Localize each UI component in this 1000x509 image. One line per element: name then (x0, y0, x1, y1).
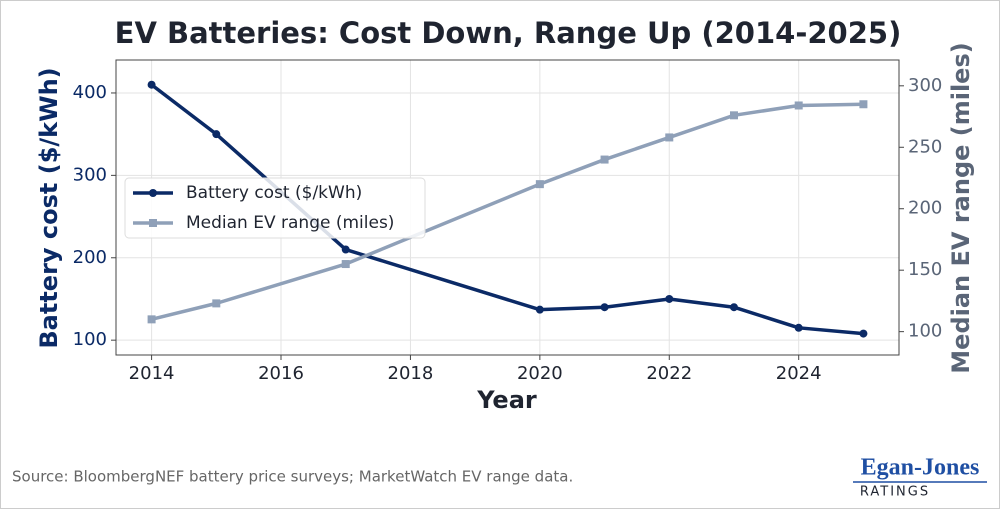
logo-name: Egan-Jones (861, 455, 980, 481)
data-point (665, 294, 674, 303)
y-tick-label: 400 (73, 82, 107, 103)
source-note: Source: BloombergNEF battery price surve… (12, 468, 573, 486)
data-point (147, 315, 156, 324)
legend-label: Median EV range (miles) (186, 213, 394, 233)
y-tick-label: 100 (73, 329, 107, 350)
chart-title: EV Batteries: Cost Down, Range Up (2014-… (115, 16, 902, 50)
x-tick-label: 2022 (646, 363, 692, 384)
y2-tick-label: 200 (908, 198, 942, 219)
legend-marker (149, 189, 157, 197)
plot-frame (115, 59, 900, 356)
data-point (535, 180, 544, 189)
x-tick-label: 2014 (129, 363, 175, 384)
y2-tick-label: 150 (908, 259, 942, 280)
legend-label: Battery cost ($/kWh) (186, 183, 362, 203)
y2-tick-label: 250 (908, 136, 942, 157)
data-point (147, 80, 156, 89)
grid (116, 60, 899, 355)
data-point (665, 133, 674, 142)
legend-box (124, 177, 426, 239)
x-tick-label: 2018 (388, 363, 434, 384)
y-tick-label: 200 (73, 247, 107, 268)
y-tick-label: 300 (73, 164, 107, 185)
x-tick-label: 2024 (776, 363, 822, 384)
legend-marker (149, 219, 157, 227)
x-tick-label: 2016 (258, 363, 304, 384)
legend: Battery cost ($/kWh) Median EV range (mil… (124, 177, 426, 239)
data-point (600, 303, 609, 312)
data-point (794, 101, 803, 110)
data-point (535, 305, 544, 314)
data-point (859, 100, 868, 109)
x-axis-label: Year (476, 386, 537, 414)
logo-tagline: RATINGS (860, 485, 930, 500)
data-point (341, 260, 350, 269)
data-point (794, 323, 803, 332)
y2-tick-label: 100 (908, 321, 942, 342)
data-point (729, 303, 738, 312)
x-tick-label: 2020 (517, 363, 563, 384)
data-point (729, 111, 738, 120)
y2-axis-label: Median EV range (miles) (947, 42, 975, 373)
y-axis-label: Battery cost ($/kWh) (35, 67, 63, 348)
data-point (600, 155, 609, 164)
data-point (212, 130, 221, 139)
data-point (341, 245, 350, 254)
y2-tick-label: 300 (908, 75, 942, 96)
data-point (859, 329, 868, 338)
data-point (212, 299, 221, 308)
